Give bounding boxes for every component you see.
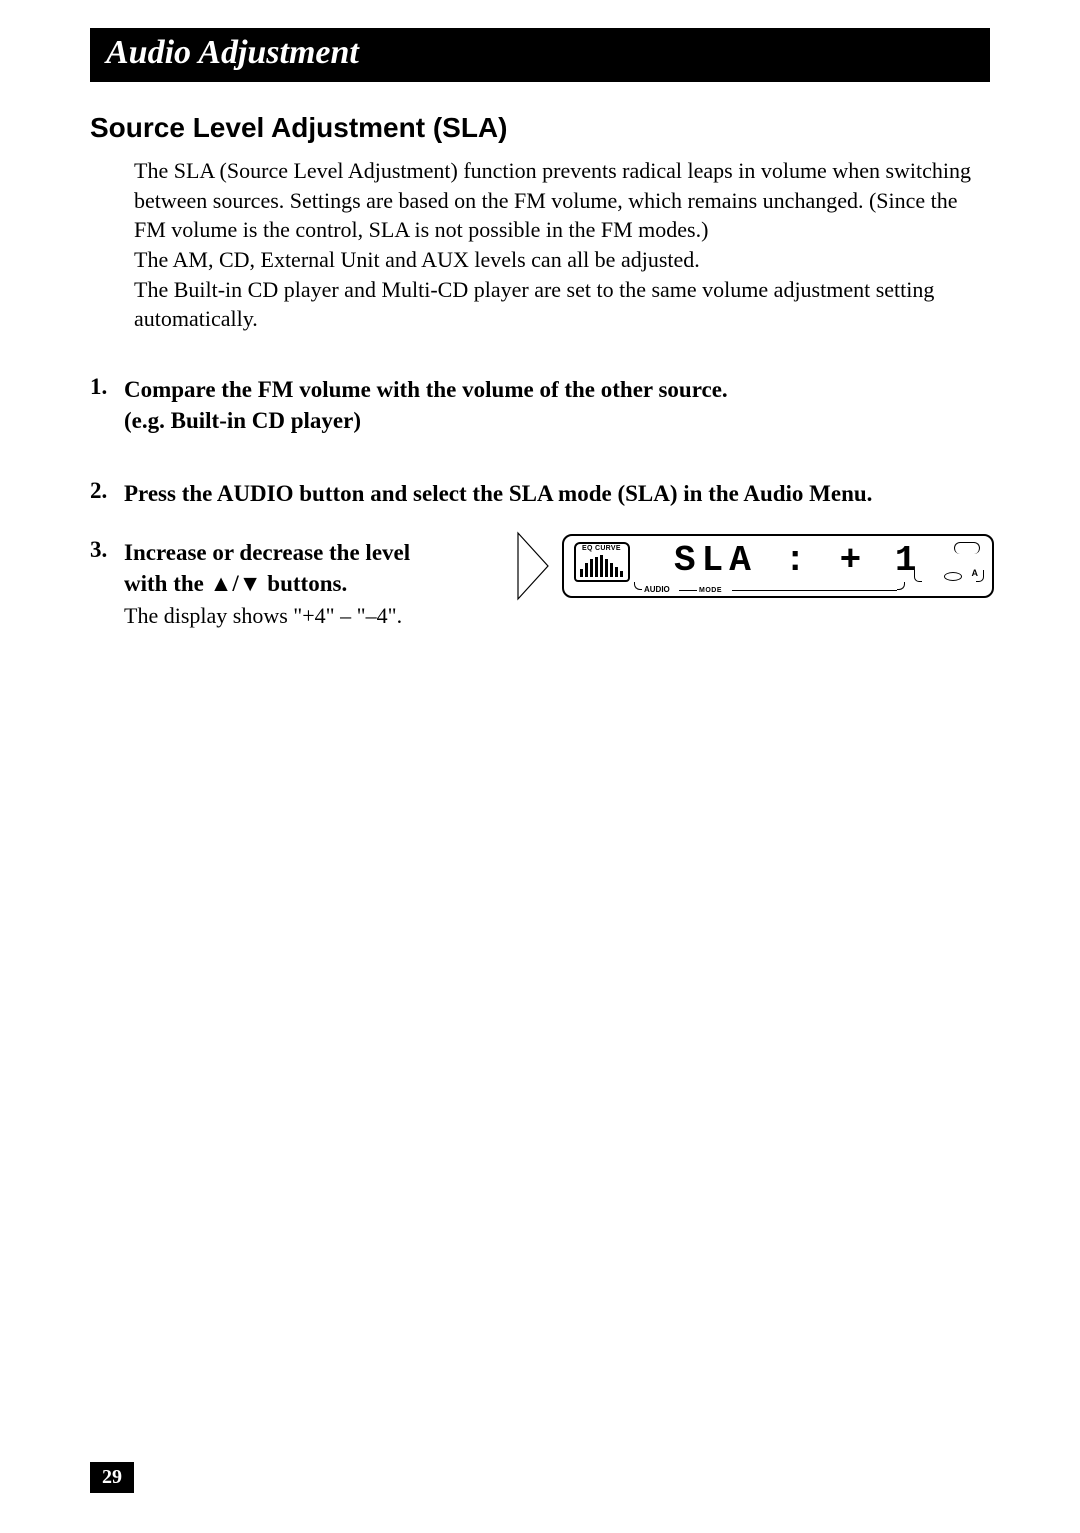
eq-bar (580, 569, 583, 577)
eq-bar (585, 563, 588, 577)
bracket-icon (914, 570, 922, 582)
section-title: Source Level Adjustment (SLA) (90, 112, 990, 144)
eq-bar (605, 559, 608, 577)
lcd-main-text: SLA : + 1 (674, 540, 922, 581)
pointer-icon (514, 531, 552, 601)
step-3: 3. Increase or decrease the level with t… (90, 537, 990, 629)
intro-p1: The SLA (Source Level Adjustment) functi… (134, 156, 990, 245)
bracket-icon (976, 570, 984, 582)
eq-bar (590, 559, 593, 577)
lcd-mode-label: MODE (699, 587, 722, 594)
intro-block: The SLA (Source Level Adjustment) functi… (134, 156, 990, 334)
intro-p2: The AM, CD, External Unit and AUX levels… (134, 245, 990, 275)
lcd-bracket-right (897, 582, 905, 590)
eq-bar (615, 567, 618, 577)
page-number: 29 (90, 1462, 134, 1493)
step-body: Compare the FM volume with the volume of… (124, 374, 990, 436)
step3-text: Increase or decrease the level with the … (124, 537, 484, 629)
eq-curve-box: EQ CURVE (574, 542, 630, 582)
page: Audio Adjustment Source Level Adjustment… (0, 0, 1080, 1533)
lcd-line (679, 590, 697, 592)
steps-list: 1. Compare the FM volume with the volume… (90, 374, 990, 629)
step-body: Increase or decrease the level with the … (124, 537, 994, 629)
step-sub: The display shows "+4" – "–4". (124, 603, 484, 629)
eq-bar (595, 557, 598, 577)
step-title: Press the AUDIO button and select the SL… (124, 478, 990, 509)
chapter-header: Audio Adjustment (90, 28, 990, 82)
eq-bar (610, 563, 613, 577)
step-title-a: Increase or decrease the level (124, 537, 484, 568)
eq-curve-label: EQ CURVE (582, 545, 621, 552)
step-title-b-pre: with the (124, 571, 210, 596)
triangle-down-icon: ▼ (239, 570, 262, 596)
chapter-title: Audio Adjustment (106, 34, 359, 71)
triangle-up-icon: ▲ (210, 570, 233, 596)
step-2: 2. Press the AUDIO button and select the… (90, 478, 990, 509)
disc-icon (944, 572, 962, 581)
step-1: 1. Compare the FM volume with the volume… (90, 374, 990, 436)
display-figure: EQ CURVE SLA : + 1 AUDIO MODE (514, 531, 994, 601)
step-title-b-post: buttons. (262, 571, 348, 596)
step-number: 2. (90, 478, 124, 509)
lcd-right-icons: A (914, 542, 984, 592)
step-title: Compare the FM volume with the volume of… (124, 374, 990, 405)
lcd-inner: EQ CURVE SLA : + 1 AUDIO MODE (564, 536, 992, 596)
lcd-line (732, 590, 897, 592)
intro-p3: The Built-in CD player and Multi-CD play… (134, 275, 990, 334)
step-number: 1. (90, 374, 124, 436)
eq-bars (580, 555, 624, 577)
lcd-bracket-left (634, 582, 642, 590)
eq-bar (600, 555, 603, 577)
loop-icon (954, 542, 980, 554)
lcd-audio-label: AUDIO (644, 585, 670, 594)
eq-bar (620, 571, 623, 577)
step-body: Press the AUDIO button and select the SL… (124, 478, 990, 509)
step-title-b: with the ▲/▼ buttons. (124, 568, 484, 599)
step-title-line2: (e.g. Built-in CD player) (124, 405, 990, 436)
lcd-display: EQ CURVE SLA : + 1 AUDIO MODE (562, 534, 994, 598)
step-number: 3. (90, 537, 124, 629)
